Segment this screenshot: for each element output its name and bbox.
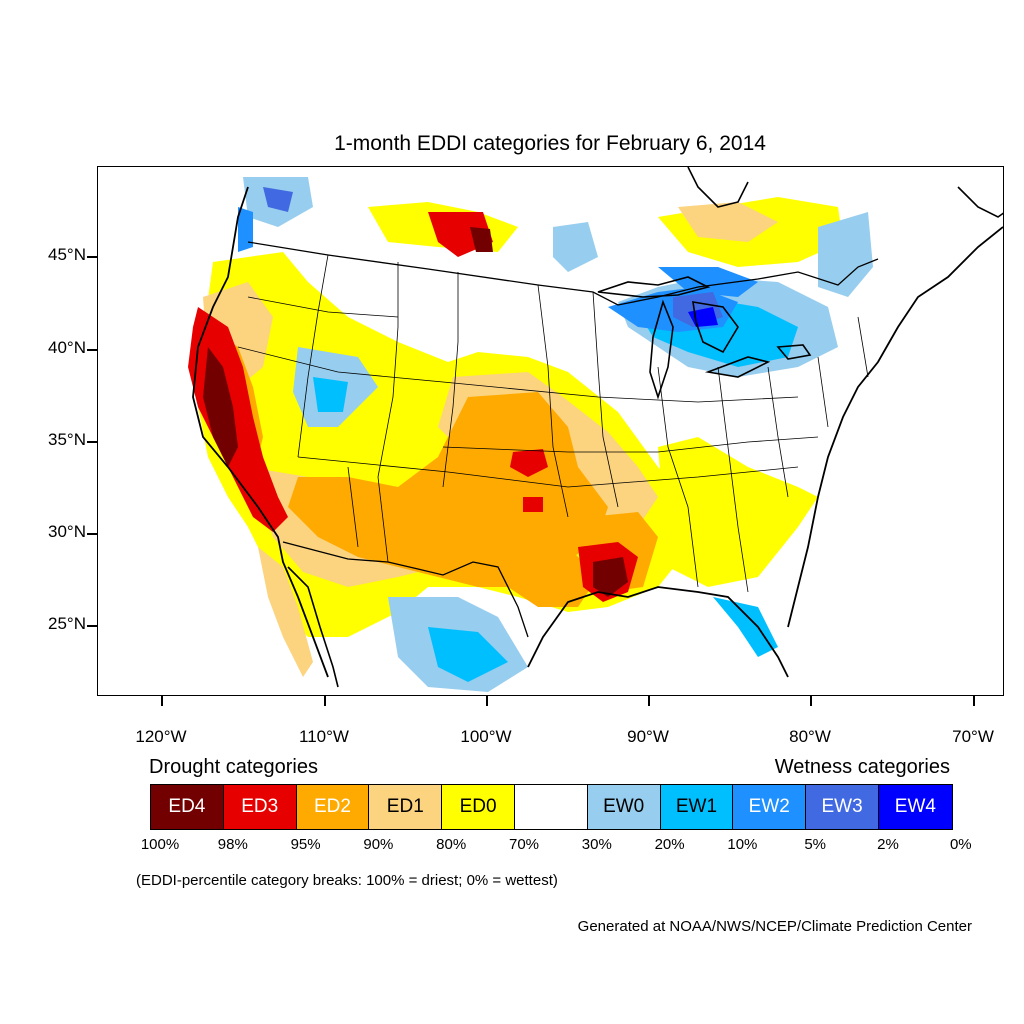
legend-box-ew4: EW4 (878, 785, 952, 829)
percentile-label: 10% (727, 836, 758, 853)
pacific-coastline (192, 186, 329, 678)
lat-tick-45 (87, 256, 97, 258)
lat-label-40: 40°N (48, 338, 86, 357)
ed1-region-baja (258, 547, 313, 677)
percentile-label: 98% (217, 836, 248, 853)
ew2-region-pacific-nw (238, 207, 253, 252)
hudson-bay-coast (687, 167, 749, 208)
legend-box-ew2: EW2 (733, 785, 807, 829)
eddi-map (188, 167, 1003, 692)
newfoundland-coast (957, 186, 1003, 218)
ed3-region-kansas (510, 449, 548, 477)
lat-label-30: 30°N (48, 522, 86, 541)
ed2-region-texas (458, 527, 598, 607)
ew1-region-rockies (313, 377, 348, 412)
percentile-label: 0% (949, 836, 972, 853)
ed3-region-oklahoma (523, 497, 543, 512)
lat-tick-35 (87, 441, 97, 443)
percentile-label: 90% (363, 836, 394, 853)
ew2-region-ontario (658, 267, 758, 297)
lon-label-100: 100°W (460, 727, 512, 746)
percentile-label: 2% (877, 836, 899, 853)
ed4-region-louisiana (593, 557, 628, 597)
percentile-label: 70% (508, 836, 540, 853)
legend-box-ed4: ED4 (151, 785, 224, 829)
map-title: 1-month EDDI categories for February 6, … (334, 132, 766, 155)
lake-erie (704, 356, 771, 378)
boundaries (192, 167, 1003, 688)
percentile-label: 5% (804, 836, 827, 853)
us-mexico-border (282, 541, 529, 638)
lat-tick-40 (87, 349, 97, 351)
percentile-label: 100% (140, 836, 180, 853)
lake-superior (597, 276, 711, 298)
legend-box-ed1: ED1 (369, 785, 443, 829)
lon-tick-120 (161, 696, 163, 706)
lake-huron (692, 301, 739, 354)
percentile-label: 20% (654, 836, 685, 853)
credit-text: Generated at NOAA/NWS/NCEP/Climate Predi… (577, 918, 972, 935)
percentile-label: 95% (290, 836, 321, 853)
lon-tick-90 (648, 696, 650, 706)
legend-box-ew0: EW0 (587, 785, 661, 829)
lake-ontario (776, 344, 812, 360)
ew1-region-florida (713, 597, 778, 657)
category-regions (188, 177, 873, 692)
lat-tick-30 (87, 533, 97, 535)
lon-label-110: 110°W (299, 727, 349, 746)
legend-box-ed2: ED2 (296, 785, 370, 829)
ed1-region-canada (678, 202, 778, 242)
legend-box-ed0: ED0 (442, 785, 515, 829)
ew0-region-ontario (553, 222, 598, 272)
lat-label-25: 25°N (48, 614, 86, 633)
legend-box-ed3: ED3 (223, 785, 297, 829)
us-canada-border (247, 241, 879, 306)
percentile-label: 80% (436, 836, 467, 853)
ed0-region-southeast (658, 437, 818, 587)
legend-box-ew3: EW3 (806, 785, 879, 829)
category-breaks-note: (EDDI-percentile category breaks: 100% =… (136, 872, 558, 889)
lat-label-45: 45°N (48, 245, 86, 264)
lon-label-70: 70°W (952, 727, 994, 746)
lon-label-120: 120°W (135, 727, 187, 746)
lon-tick-110 (324, 696, 326, 706)
lat-label-35: 35°N (48, 430, 86, 449)
lon-label-80: 80°W (789, 727, 831, 746)
baja-coastline (287, 566, 339, 688)
state-boundaries (237, 254, 869, 593)
legend-box-ew1: EW1 (660, 785, 734, 829)
lake-michigan (649, 299, 674, 400)
ew0-region-northeast (818, 212, 873, 297)
ew3-region-pacific-nw (263, 187, 293, 212)
lat-tick-25 (87, 625, 97, 627)
drought-categories-title: Drought categories (149, 756, 318, 778)
great-lakes (597, 276, 812, 400)
atlantic-coastline (787, 226, 1003, 628)
lon-tick-70 (973, 696, 975, 706)
ed4-region-north-dakota (470, 227, 493, 252)
ew1-region-mexico (428, 627, 508, 682)
ed4-region-california (203, 347, 238, 467)
legend-box-neutral (514, 785, 588, 829)
legend-bar: ED4 ED3 ED2 ED1 ED0 EW0 EW1 EW2 EW3 EW4 (150, 784, 953, 830)
map-frame (97, 166, 1004, 696)
gulf-coastline (527, 586, 789, 678)
lon-tick-80 (810, 696, 812, 706)
percentile-label: 30% (581, 836, 612, 853)
lon-tick-100 (486, 696, 488, 706)
lon-label-90: 90°W (627, 727, 669, 746)
wetness-categories-title: Wetness categories (774, 756, 950, 778)
